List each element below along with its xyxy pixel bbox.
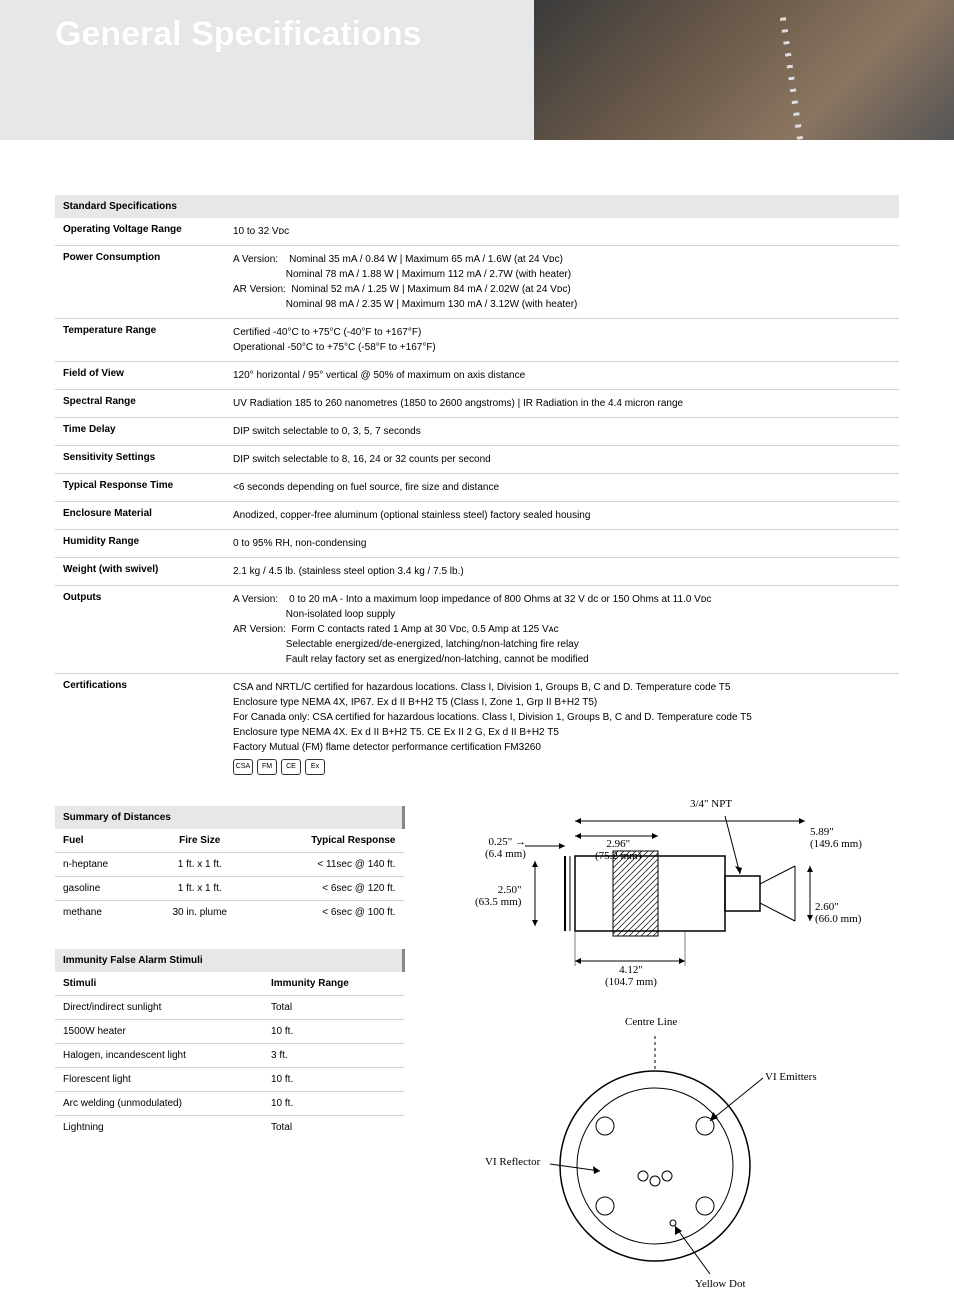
spec-label: Temperature Range bbox=[55, 319, 225, 362]
immunity-cell: Halogen, incandescent light bbox=[55, 1044, 263, 1068]
csa-icon: CSA bbox=[233, 759, 253, 775]
distances-header: Summary of Distances bbox=[55, 806, 404, 829]
header-image-ladder bbox=[779, 10, 803, 140]
immunity-cell: Direct/indirect sunlight bbox=[55, 996, 263, 1020]
lower-section: Summary of Distances Fuel Fire Size Typi… bbox=[55, 806, 899, 1296]
dim-d5: 2.60"(66.0 mm) bbox=[815, 901, 861, 925]
distances-col-size: Fire Size bbox=[147, 829, 253, 853]
distances-cell: < 11sec @ 140 ft. bbox=[253, 853, 404, 877]
dim-d6: 4.12"(104.7 mm) bbox=[605, 964, 657, 988]
header-band: General Specifications bbox=[0, 0, 954, 140]
face-drawing: Centre Line VI Emitters VI Reflector Yel… bbox=[515, 1016, 815, 1296]
spec-label: Field of View bbox=[55, 362, 225, 390]
spec-value: 120° horizontal / 95° vertical @ 50% of … bbox=[225, 362, 899, 390]
face-svg bbox=[515, 1016, 815, 1296]
distances-cell: 1 ft. x 1 ft. bbox=[147, 853, 253, 877]
spec-label: Outputs bbox=[55, 586, 225, 674]
immunity-cell: Florescent light bbox=[55, 1068, 263, 1092]
left-column: Summary of Distances Fuel Fire Size Typi… bbox=[55, 806, 405, 1296]
spec-value: 10 to 32 Vᴅᴄ bbox=[225, 218, 899, 246]
distances-cell: < 6sec @ 120 ft. bbox=[253, 877, 404, 901]
spec-value: Anodized, copper-free aluminum (optional… bbox=[225, 502, 899, 530]
specs-section-header: Standard Specifications bbox=[55, 195, 899, 218]
spec-label: Time Delay bbox=[55, 418, 225, 446]
dim-d1: 0.25" →(6.4 mm) bbox=[485, 836, 526, 860]
dim-npt: 3/4" NPT bbox=[690, 798, 732, 810]
spec-label: Weight (with swivel) bbox=[55, 558, 225, 586]
distances-cell: methane bbox=[55, 901, 147, 925]
spec-value: UV Radiation 185 to 260 nanometres (1850… bbox=[225, 390, 899, 418]
right-column: 3/4" NPT 0.25" →(6.4 mm) 2.96"(75.2 mm) … bbox=[465, 806, 899, 1296]
spec-value: CSA and NRTL/C certified for hazardous l… bbox=[225, 674, 899, 782]
spec-value: Certified -40°C to +75°C (-40°F to +167°… bbox=[225, 319, 899, 362]
immunity-cell: Total bbox=[263, 1116, 404, 1140]
distances-cell: < 6sec @ 100 ft. bbox=[253, 901, 404, 925]
spec-value: 0 to 95% RH, non-condensing bbox=[225, 530, 899, 558]
dimension-drawing: 3/4" NPT 0.25" →(6.4 mm) 2.96"(75.2 mm) … bbox=[465, 806, 865, 986]
spec-value: A Version: Nominal 35 mA / 0.84 W | Maxi… bbox=[225, 246, 899, 319]
spec-value: DIP switch selectable to 0, 3, 5, 7 seco… bbox=[225, 418, 899, 446]
immunity-cell: Arc welding (unmodulated) bbox=[55, 1092, 263, 1116]
distances-table: Summary of Distances Fuel Fire Size Typi… bbox=[55, 806, 405, 924]
header-image bbox=[534, 0, 954, 140]
distances-col-fuel: Fuel bbox=[55, 829, 147, 853]
immunity-cell: 3 ft. bbox=[263, 1044, 404, 1068]
dim-d4: 2.50"(63.5 mm) bbox=[475, 884, 521, 908]
spec-label: Power Consumption bbox=[55, 246, 225, 319]
immunity-cell: Total bbox=[263, 996, 404, 1020]
distances-col-response: Typical Response bbox=[253, 829, 404, 853]
distances-cell: gasoline bbox=[55, 877, 147, 901]
spec-label: Enclosure Material bbox=[55, 502, 225, 530]
spec-value: DIP switch selectable to 8, 16, 24 or 32… bbox=[225, 446, 899, 474]
ex-icon: Ex bbox=[305, 759, 325, 775]
spec-label: Sensitivity Settings bbox=[55, 446, 225, 474]
immunity-cell: 10 ft. bbox=[263, 1020, 404, 1044]
spec-label: Operating Voltage Range bbox=[55, 218, 225, 246]
immunity-col-range: Immunity Range bbox=[263, 972, 404, 996]
fm-icon: FM bbox=[257, 759, 277, 775]
specifications-table: Standard Specifications Operating Voltag… bbox=[55, 195, 899, 781]
immunity-col-stimuli: Stimuli bbox=[55, 972, 263, 996]
spec-label: Certifications bbox=[55, 674, 225, 782]
immunity-cell: 10 ft. bbox=[263, 1068, 404, 1092]
distances-cell: 1 ft. x 1 ft. bbox=[147, 877, 253, 901]
cert-icons: CSAFMCEEx bbox=[233, 759, 891, 775]
distances-cell: n-heptane bbox=[55, 853, 147, 877]
spec-label: Humidity Range bbox=[55, 530, 225, 558]
spec-label: Spectral Range bbox=[55, 390, 225, 418]
spec-label: Typical Response Time bbox=[55, 474, 225, 502]
distances-cell: 30 in. plume bbox=[147, 901, 253, 925]
immunity-cell: Lightning bbox=[55, 1116, 263, 1140]
immunity-cell: 1500W heater bbox=[55, 1020, 263, 1044]
dimension-svg bbox=[465, 806, 865, 996]
dim-d3: 5.89"(149.6 mm) bbox=[810, 826, 862, 850]
immunity-header: Immunity False Alarm Stimuli bbox=[55, 949, 404, 972]
immunity-table: Immunity False Alarm Stimuli Stimuli Imm… bbox=[55, 949, 405, 1139]
ce-icon: CE bbox=[281, 759, 301, 775]
spec-value: <6 seconds depending on fuel source, fir… bbox=[225, 474, 899, 502]
spec-value: A Version: 0 to 20 mA - Into a maximum l… bbox=[225, 586, 899, 674]
spec-value: 2.1 kg / 4.5 lb. (stainless steel option… bbox=[225, 558, 899, 586]
dim-d2: 2.96"(75.2 mm) bbox=[595, 838, 641, 862]
content-area: Standard Specifications Operating Voltag… bbox=[0, 140, 954, 1316]
page-title: General Specifications bbox=[55, 15, 422, 54]
immunity-cell: 10 ft. bbox=[263, 1092, 404, 1116]
